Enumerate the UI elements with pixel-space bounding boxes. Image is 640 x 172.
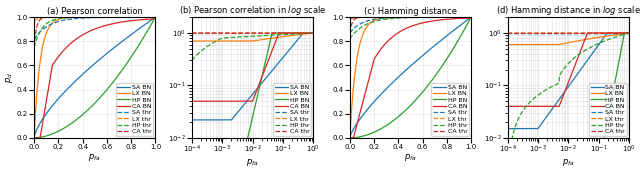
X-axis label: $p_{fa}$: $p_{fa}$ xyxy=(246,157,259,168)
Legend: SA BN, LX BN, HP BN, CA BN, SA thr, LX thr, HP thr, CA thr: SA BN, LX BN, HP BN, CA BN, SA thr, LX t… xyxy=(273,83,311,136)
Title: (c) Hamming distance: (c) Hamming distance xyxy=(364,7,457,16)
Y-axis label: $p_d$: $p_d$ xyxy=(4,72,15,83)
X-axis label: $p_{fa}$: $p_{fa}$ xyxy=(562,157,575,168)
X-axis label: $p_{fa}$: $p_{fa}$ xyxy=(404,152,417,163)
X-axis label: $p_{fa}$: $p_{fa}$ xyxy=(88,152,101,163)
Legend: SA BN, LX BN, HP BN, CA BN, SA thr, LX thr, HP thr, CA thr: SA BN, LX BN, HP BN, CA BN, SA thr, LX t… xyxy=(431,83,469,136)
Title: (d) Hamming distance in $log$ scale: (d) Hamming distance in $log$ scale xyxy=(496,4,640,17)
Legend: SA BN, LX BN, HP BN, CA BN, SA thr, LX thr, HP thr, CA thr: SA BN, LX BN, HP BN, CA BN, SA thr, LX t… xyxy=(116,83,154,136)
Legend: SA BN, LX BN, HP BN, CA BN, SA thr, LX thr, HP thr, CA thr: SA BN, LX BN, HP BN, CA BN, SA thr, LX t… xyxy=(589,83,627,136)
Title: (b) Pearson correlation in $log$ scale: (b) Pearson correlation in $log$ scale xyxy=(179,4,326,17)
Title: (a) Pearson correlation: (a) Pearson correlation xyxy=(47,7,143,16)
